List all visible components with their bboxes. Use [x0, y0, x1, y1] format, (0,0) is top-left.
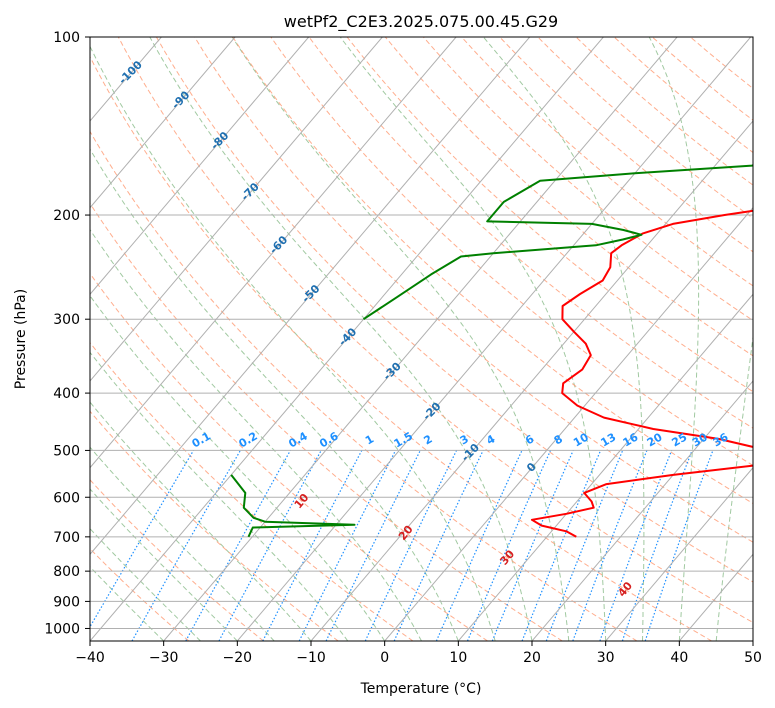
isotherm-line [90, 37, 383, 382]
mixing-ratio-line [298, 450, 397, 641]
x-tick-label: 50 [744, 650, 762, 666]
x-tick-label: −40 [75, 650, 105, 666]
x-tick-label: −20 [223, 650, 253, 666]
isotherm-line [384, 206, 753, 641]
dewpoint-line [362, 164, 753, 321]
temperature-line [530, 209, 753, 538]
isotherm-line [457, 293, 753, 641]
isotherm-line [90, 37, 310, 296]
dry-adiabats [90, 37, 753, 641]
mixing-ratio-line [131, 450, 241, 641]
mixing-ratio-line [262, 450, 363, 641]
dry-adiabat-line [537, 37, 753, 219]
dry-adiabat-line [90, 55, 712, 641]
mixing-ratio-line [599, 450, 673, 641]
y-tick-label: 700 [53, 530, 80, 546]
mixing-ratio-line [621, 450, 693, 641]
y-axis-label: Pressure (hPa) [13, 289, 29, 389]
y-tick-label: 500 [53, 443, 80, 459]
x-tick-label: 10 [449, 650, 467, 666]
y-tick-label: 900 [53, 594, 80, 610]
y-tick-label: 800 [53, 564, 80, 580]
x-tick-label: −30 [149, 650, 179, 666]
y-tick-label: 600 [53, 490, 80, 506]
mixing-ratio-lines [90, 450, 714, 641]
x-tick-label: 20 [523, 650, 541, 666]
x-tick-label: −10 [296, 650, 326, 666]
isotherm-line [90, 37, 531, 556]
plot-area [90, 37, 753, 641]
dry-adiabat-line [461, 37, 753, 287]
moist-adiabat-line [90, 45, 496, 641]
moist-adiabats [90, 37, 753, 641]
y-tick-label: 1000 [44, 621, 80, 637]
x-tick-label: 40 [670, 650, 688, 666]
isotherm-line [90, 37, 457, 469]
mixing-ratio-line [491, 450, 574, 641]
dry-adiabat-line [613, 37, 753, 154]
moist-adiabat-line [90, 228, 422, 641]
isotherm-line [90, 37, 236, 209]
isotherm-line [310, 120, 753, 641]
x-tick-label: 30 [597, 650, 615, 666]
moist-adiabat-line [90, 295, 386, 641]
moist-adiabat-line [90, 527, 201, 641]
x-axis: −40 −30 −20 −10 0 10 20 30 40 50 [75, 641, 762, 666]
dewpoint-line [230, 474, 356, 538]
chart-title: wetPf2_C2E3.2025.075.00.45.G29 [284, 12, 558, 32]
y-axis: 100 200 300 400 500 600 700 800 900 1000 [44, 30, 90, 637]
plot-frame [89, 36, 754, 642]
profile-lines [230, 164, 753, 538]
isotherms [90, 37, 753, 641]
isotherm-line [605, 466, 753, 641]
x-tick-label: 0 [380, 650, 389, 666]
moist-adiabat-line [149, 37, 533, 641]
mixing-ratio-line [572, 450, 648, 641]
mixing-ratio-line [364, 450, 458, 641]
moist-adiabat-line [90, 446, 275, 641]
dry-adiabat-line [384, 37, 753, 357]
y-tick-label: 300 [53, 312, 80, 328]
dry-adiabat-line [499, 37, 753, 253]
moist-adiabat-line [483, 37, 645, 641]
dry-adiabat-line [308, 37, 753, 429]
pressure-gridlines [90, 37, 753, 629]
isotherm-line [531, 380, 753, 641]
y-tick-label: 200 [53, 208, 80, 224]
dry-adiabat-line [90, 202, 563, 641]
isotherm-line [163, 37, 678, 641]
moist-adiabat-line [90, 148, 459, 641]
moist-adiabat-line [231, 37, 570, 641]
mixing-ratio-line [185, 450, 291, 641]
moist-adiabat-line [339, 37, 607, 641]
y-tick-label: 400 [53, 386, 80, 402]
isotherm-line [236, 37, 752, 641]
mixing-ratio-line [218, 450, 322, 641]
y-tick-label: 100 [53, 30, 80, 46]
moist-adiabat-line [648, 37, 700, 641]
x-axis-label: Temperature (°C) [360, 681, 482, 697]
dry-adiabat-line [90, 341, 414, 641]
mixing-ratio-line [545, 450, 624, 641]
mixing-ratio-line [521, 450, 602, 641]
dry-adiabat-line [194, 37, 753, 543]
mixing-ratio-line [325, 450, 421, 641]
mixing-ratio-line [393, 450, 484, 641]
dry-adiabat-line [117, 37, 753, 624]
dry-adiabat-line [90, 479, 264, 641]
mixing-ratio-line [644, 450, 714, 641]
dry-adiabat-line [155, 37, 753, 583]
isotherm-line [90, 37, 604, 641]
dry-adiabat-line [90, 130, 638, 641]
